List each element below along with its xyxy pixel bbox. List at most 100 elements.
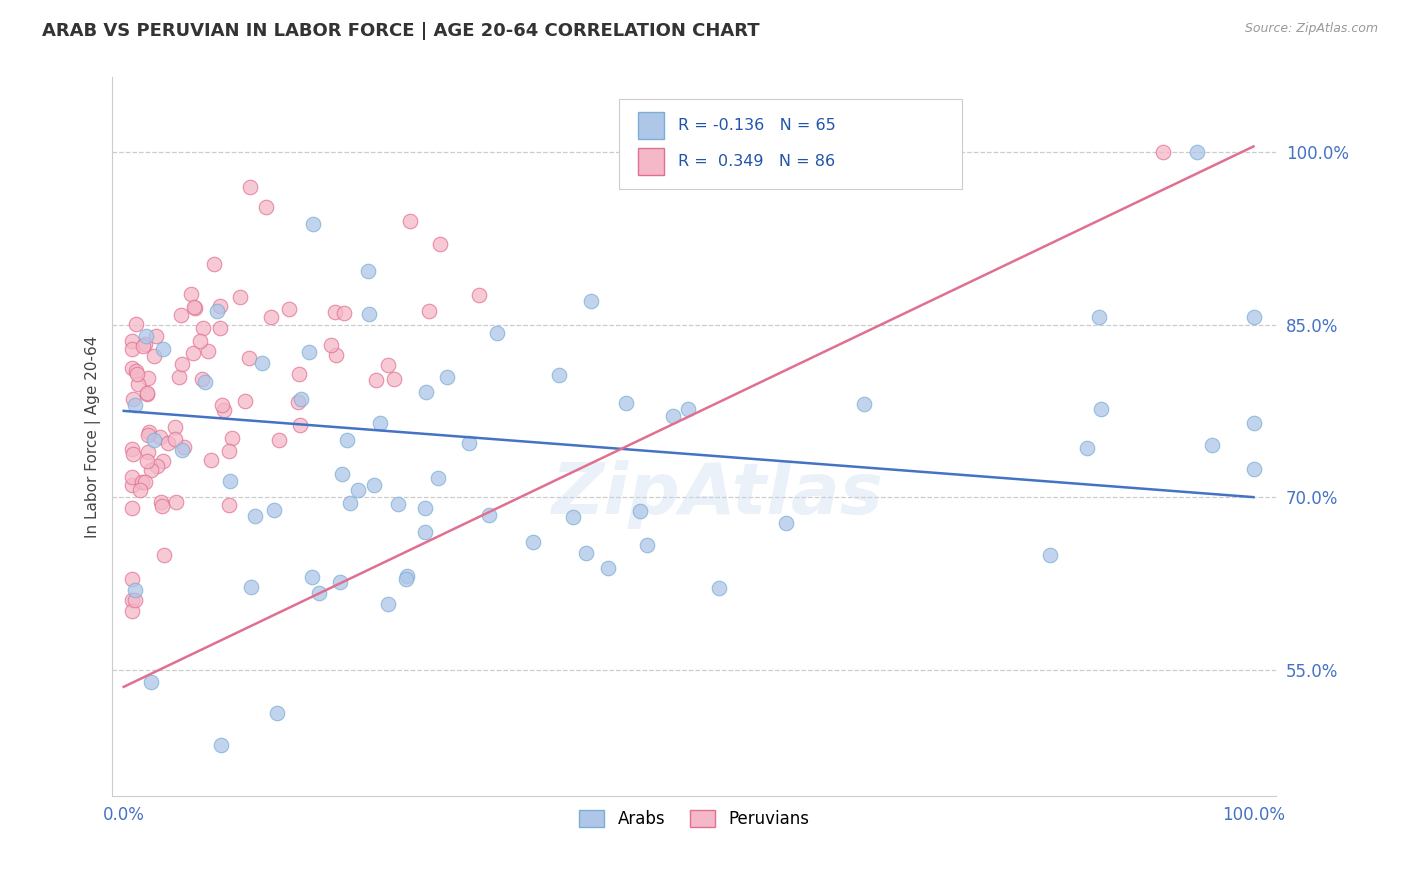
Peruvians xyxy=(173,441,195,455)
Arabs xyxy=(263,503,285,517)
Peruvians xyxy=(142,349,165,363)
Peruvians xyxy=(325,348,347,362)
Arabs xyxy=(662,409,685,424)
Arabs xyxy=(219,474,242,488)
Arabs xyxy=(458,435,481,450)
Peruvians xyxy=(165,494,187,508)
Bar xyxy=(638,112,664,139)
Arabs xyxy=(436,370,458,384)
Arabs xyxy=(239,580,262,594)
Text: ZipAtlas: ZipAtlas xyxy=(551,459,883,529)
Arabs xyxy=(614,395,637,409)
Arabs xyxy=(170,442,193,457)
Peruvians xyxy=(418,303,440,318)
Peruvians xyxy=(135,386,157,401)
Arabs xyxy=(707,581,730,595)
Arabs xyxy=(1243,416,1265,430)
Legend: Arabs, Peruvians: Arabs, Peruvians xyxy=(572,803,815,835)
Peruvians xyxy=(167,369,190,384)
Arabs xyxy=(852,397,875,411)
Peruvians xyxy=(141,463,163,477)
Arabs xyxy=(298,344,321,359)
Peruvians xyxy=(193,321,215,335)
Arabs xyxy=(302,217,325,231)
Peruvians xyxy=(468,288,491,302)
Peruvians xyxy=(125,318,148,332)
Arabs xyxy=(1076,441,1098,455)
Peruvians xyxy=(333,306,356,320)
Peruvians xyxy=(209,320,232,334)
Peruvians xyxy=(163,419,186,434)
Arabs xyxy=(394,572,416,586)
Arabs xyxy=(368,416,391,430)
Arabs xyxy=(301,569,323,583)
Arabs xyxy=(387,498,409,512)
Peruvians xyxy=(190,334,212,348)
Arabs xyxy=(243,509,266,524)
Text: ARAB VS PERUVIAN IN LABOR FORCE | AGE 20-64 CORRELATION CHART: ARAB VS PERUVIAN IN LABOR FORCE | AGE 20… xyxy=(42,22,759,40)
Arabs xyxy=(124,582,146,597)
Peruvians xyxy=(121,447,143,461)
Peruvians xyxy=(254,200,277,214)
Arabs xyxy=(395,568,418,582)
Arabs xyxy=(478,508,501,523)
Arabs xyxy=(339,496,361,510)
Peruvians xyxy=(121,478,143,492)
Peruvians xyxy=(121,593,143,607)
Arabs xyxy=(1090,401,1112,416)
Peruvians xyxy=(136,428,159,442)
Text: R = -0.136   N = 65: R = -0.136 N = 65 xyxy=(678,118,835,133)
Peruvians xyxy=(218,498,240,512)
Peruvians xyxy=(382,372,405,386)
Arabs xyxy=(205,304,228,318)
Arabs xyxy=(363,478,385,492)
Peruvians xyxy=(121,342,143,356)
Peruvians xyxy=(145,328,167,343)
Peruvians xyxy=(221,431,243,445)
Peruvians xyxy=(398,214,420,228)
Peruvians xyxy=(181,345,204,359)
Peruvians xyxy=(277,301,299,316)
Peruvians xyxy=(191,371,214,385)
Peruvians xyxy=(238,351,260,365)
Arabs xyxy=(485,326,508,340)
Arabs xyxy=(579,294,602,309)
Peruvians xyxy=(429,237,451,252)
Bar xyxy=(638,148,664,175)
Arabs xyxy=(413,524,436,539)
Arabs xyxy=(598,561,620,575)
Peruvians xyxy=(325,305,347,319)
Arabs xyxy=(194,376,217,390)
Arabs xyxy=(143,433,166,447)
Peruvians xyxy=(211,398,233,412)
Peruvians xyxy=(121,501,143,516)
Arabs xyxy=(522,534,544,549)
Peruvians xyxy=(229,290,252,304)
Arabs xyxy=(347,483,370,497)
Peruvians xyxy=(129,483,152,497)
Peruvians xyxy=(183,301,205,315)
Peruvians xyxy=(319,338,342,352)
Arabs xyxy=(562,510,585,524)
Peruvians xyxy=(364,373,387,387)
Peruvians xyxy=(172,358,194,372)
Arabs xyxy=(1243,310,1265,325)
Peruvians xyxy=(146,458,169,473)
Peruvians xyxy=(377,359,399,373)
Peruvians xyxy=(218,444,240,458)
Arabs xyxy=(209,738,232,752)
Arabs xyxy=(1201,438,1223,452)
Peruvians xyxy=(214,403,236,417)
Peruvians xyxy=(121,604,143,618)
Peruvians xyxy=(121,334,143,348)
Peruvians xyxy=(180,287,202,301)
Peruvians xyxy=(150,495,173,509)
Peruvians xyxy=(153,549,176,563)
Text: R =  0.349   N = 86: R = 0.349 N = 86 xyxy=(678,154,835,169)
Arabs xyxy=(141,674,163,689)
Arabs xyxy=(630,504,652,518)
Arabs xyxy=(152,342,174,356)
Peruvians xyxy=(260,310,283,324)
Arabs xyxy=(250,356,273,370)
Peruvians xyxy=(150,499,173,513)
